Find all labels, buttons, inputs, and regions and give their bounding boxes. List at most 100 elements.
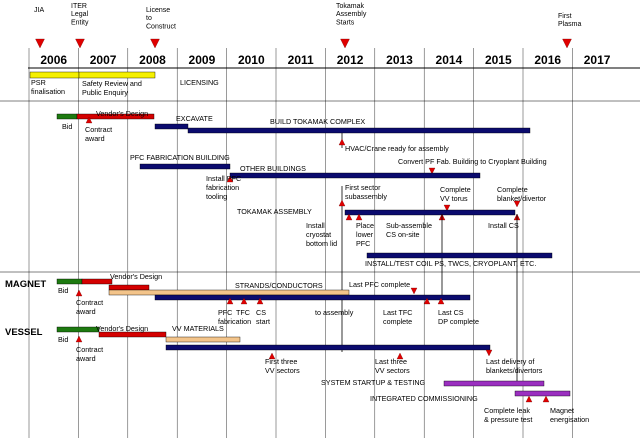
marker-complete-blanket <box>513 200 521 208</box>
bar-vessel-fab <box>165 344 491 351</box>
label-integrated: INTEGRATED COMMISSIONING <box>370 394 478 403</box>
label-psr: PSR finalisation <box>31 78 65 96</box>
label-other-buildings: OTHER BUILDINGS <box>240 164 306 173</box>
bar-vessel-design <box>98 331 167 338</box>
marker-first-sector <box>338 199 346 207</box>
year-label-2016: 2016 <box>534 53 561 67</box>
marker-magnet-energ <box>542 395 550 403</box>
label-place-lower: Place lower PFC <box>356 221 374 248</box>
label-to-assembly: to assembly <box>315 308 354 317</box>
bar-excavate <box>154 123 189 130</box>
bar-site-vendor-design <box>76 113 155 120</box>
milestone-label-tokamak-start: Tokamak Assembly Starts <box>336 3 367 26</box>
marker-magnet-contract <box>75 289 83 297</box>
marker-install-cryostat <box>345 213 353 221</box>
marker-last-pfc <box>410 287 418 295</box>
bar-vv-materials <box>165 336 241 343</box>
label-last-delivery: Last delivery of blankets/divertors <box>486 357 543 375</box>
year-label-2012: 2012 <box>337 53 364 67</box>
label-build-complex: BUILD TOKAMAK COMPLEX <box>270 117 365 126</box>
label-magnet-energ: Magnet energisation <box>550 406 589 424</box>
label-install-test: INSTALL/TEST COIL PS, TWCS, CRYOPLANT, E… <box>365 259 536 268</box>
year-label-2007: 2007 <box>90 53 117 67</box>
label-last-cs: Last CS DP complete <box>438 308 479 326</box>
label-install-cs: Install CS <box>488 221 519 230</box>
marker-cs-start <box>256 297 264 305</box>
label-last-tfc: Last TFC complete <box>383 308 412 326</box>
year-label-2008: 2008 <box>139 53 166 67</box>
bar-safety-review <box>78 71 156 79</box>
bar-magnet-design-a <box>81 278 113 285</box>
label-magnet-bid: Bid <box>58 286 68 295</box>
milestone-marker-license <box>150 38 160 49</box>
milestone-marker-iter-legal <box>75 38 85 49</box>
label-vv-materials: VV MATERIALS <box>172 324 224 333</box>
bar-other-buildings <box>229 172 481 179</box>
milestone-label-license: License to Construct <box>146 7 176 30</box>
marker-complete-vv <box>443 204 451 212</box>
marker-last-tfc <box>423 297 431 305</box>
year-label-2006: 2006 <box>40 53 67 67</box>
label-tfc: TFC <box>236 308 250 317</box>
marker-convert-pf <box>428 167 436 175</box>
year-label-2009: 2009 <box>189 53 216 67</box>
milestone-marker-tokamak-start <box>340 38 350 49</box>
bar-build-complex <box>187 127 531 134</box>
year-axis-band <box>28 48 640 68</box>
bar-site-bid <box>56 113 78 120</box>
year-label-2010: 2010 <box>238 53 265 67</box>
year-label-2017: 2017 <box>584 53 611 67</box>
label-last-pfc: Last PFC complete <box>349 280 410 289</box>
label-install-pfc: Install PFC fabrication tooling <box>206 174 241 201</box>
milestone-label-first-plasma: First Plasma <box>558 13 581 28</box>
label-pfc-building: PFC FABRICATION BUILDING <box>130 153 230 162</box>
bar-magnet-fab <box>154 294 471 301</box>
marker-vessel-contract <box>75 335 83 343</box>
bar-vessel-bid <box>56 326 100 333</box>
year-label-2015: 2015 <box>485 53 512 67</box>
label-system-startup: SYSTEM STARTUP & TESTING <box>321 378 426 387</box>
label-vessel-bid: Bid <box>58 335 68 344</box>
label-licensing: LICENSING <box>180 78 219 87</box>
milestone-marker-jia <box>35 38 45 49</box>
label-sub-assemble-cs: Sub-assemble CS on-site <box>386 221 432 239</box>
label-site-contract-award: Contract award <box>85 125 112 143</box>
year-label-2014: 2014 <box>436 53 463 67</box>
label-vessel-contract-award: Contract award <box>76 345 103 363</box>
label-complete-blanket: Complete blanket/divertor <box>497 185 547 203</box>
marker-place-lower <box>355 213 363 221</box>
marker-hvac <box>338 138 346 146</box>
label-site-bid: Bid <box>62 122 72 131</box>
label-site-vendor-design: Vendor's Design <box>96 109 148 118</box>
milestone-label-jia: JIA <box>34 7 44 14</box>
section-magnet: MAGNET <box>5 279 46 290</box>
marker-last-delivery <box>485 349 493 357</box>
bar-install-test <box>366 252 553 259</box>
bar-magnet-design-b <box>108 284 150 291</box>
label-pfc-fab: PFC fabrication <box>218 308 251 326</box>
label-magnet-vendor-design: Vendor's Design <box>110 272 162 281</box>
bar-integrated <box>514 390 571 397</box>
label-cs-start: CS start <box>256 308 270 326</box>
section-vessel: VESSEL <box>5 327 43 338</box>
label-magnet-contract-award: Contract award <box>76 298 103 316</box>
label-convert-pf: Convert PF Fab. Building to Cryoplant Bu… <box>398 157 547 166</box>
marker-install-pfc <box>226 175 234 183</box>
milestone-label-iter-legal: ITER Legal Entity <box>71 3 89 26</box>
label-safety-review: Safety Review and Public Enquiry <box>82 79 142 97</box>
label-complete-leak: Complete leak & pressure test <box>484 406 532 424</box>
label-complete-vv: Complete VV torus <box>440 185 471 203</box>
label-excavate: EXCAVATE <box>176 114 213 123</box>
marker-site-contract <box>85 116 93 124</box>
bar-pfc-building <box>139 163 231 170</box>
marker-pfc-fab <box>226 297 234 305</box>
label-first-sector: First sector subassembly <box>345 183 387 201</box>
marker-last-cs <box>437 297 445 305</box>
label-last-three: Last three VV sectors <box>375 357 410 375</box>
bar-system-startup <box>443 380 545 387</box>
marker-last-three <box>396 352 404 360</box>
label-hvac: HVAC/Crane ready for assembly <box>345 144 449 153</box>
bar-strands <box>108 289 350 296</box>
year-label-2013: 2013 <box>386 53 413 67</box>
